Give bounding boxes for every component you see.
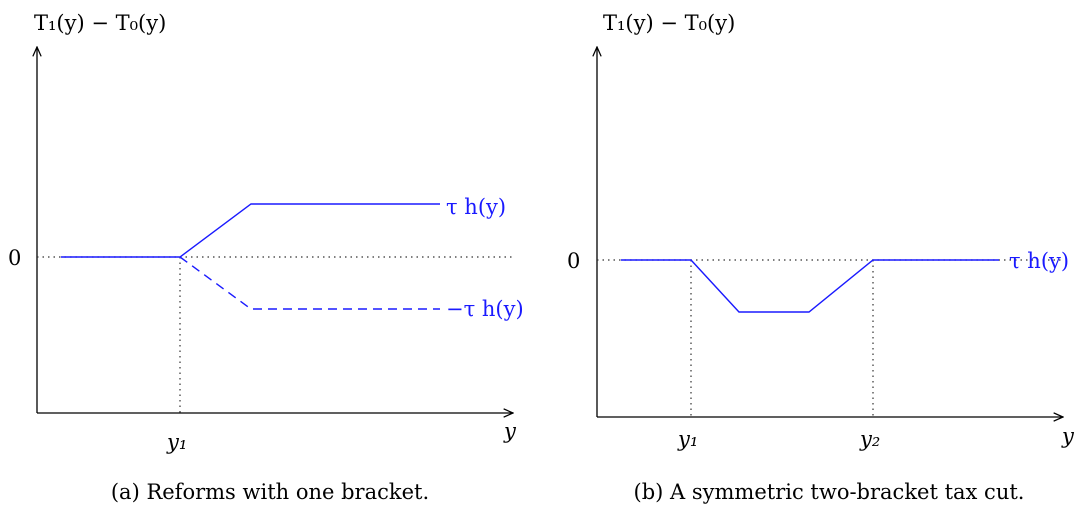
panel-b-tick-y1: y₁ <box>677 427 698 451</box>
panel-b-curve-label: τ h(y) <box>1009 249 1069 273</box>
panel-a-tick-y1: y₁ <box>166 430 187 454</box>
panel-a-x-axis-label: y <box>503 419 517 443</box>
panel-b-tick-y2: y₂ <box>859 427 880 451</box>
panel-b-caption: (b) A symmetric two-bracket tax cut. <box>634 480 1025 504</box>
panel-b-zero-label: 0 <box>567 249 580 273</box>
panel-a: T₁(y) − T₀(y) y 0 y₁ τ h(y) −τ h(y) (a) … <box>8 11 524 504</box>
panel-a-zero-label: 0 <box>8 246 21 270</box>
panel-a-negative-label: −τ h(y) <box>446 297 524 321</box>
panel-b-curve <box>621 259 999 313</box>
panel-b: T₁(y) − T₀(y) y 0 y₁ y₂ τ h(y) (b) A sym… <box>567 11 1075 504</box>
panel-b-y-axis-label: T₁(y) − T₀(y) <box>603 11 735 35</box>
panel-a-positive-label: τ h(y) <box>446 195 506 219</box>
panel-a-negative-curve <box>179 256 440 310</box>
panel-a-caption: (a) Reforms with one bracket. <box>111 480 429 504</box>
panel-a-positive-curve <box>61 203 440 258</box>
panel-a-y-axis-label: T₁(y) − T₀(y) <box>34 11 166 35</box>
panel-b-x-axis-label: y <box>1061 424 1075 448</box>
